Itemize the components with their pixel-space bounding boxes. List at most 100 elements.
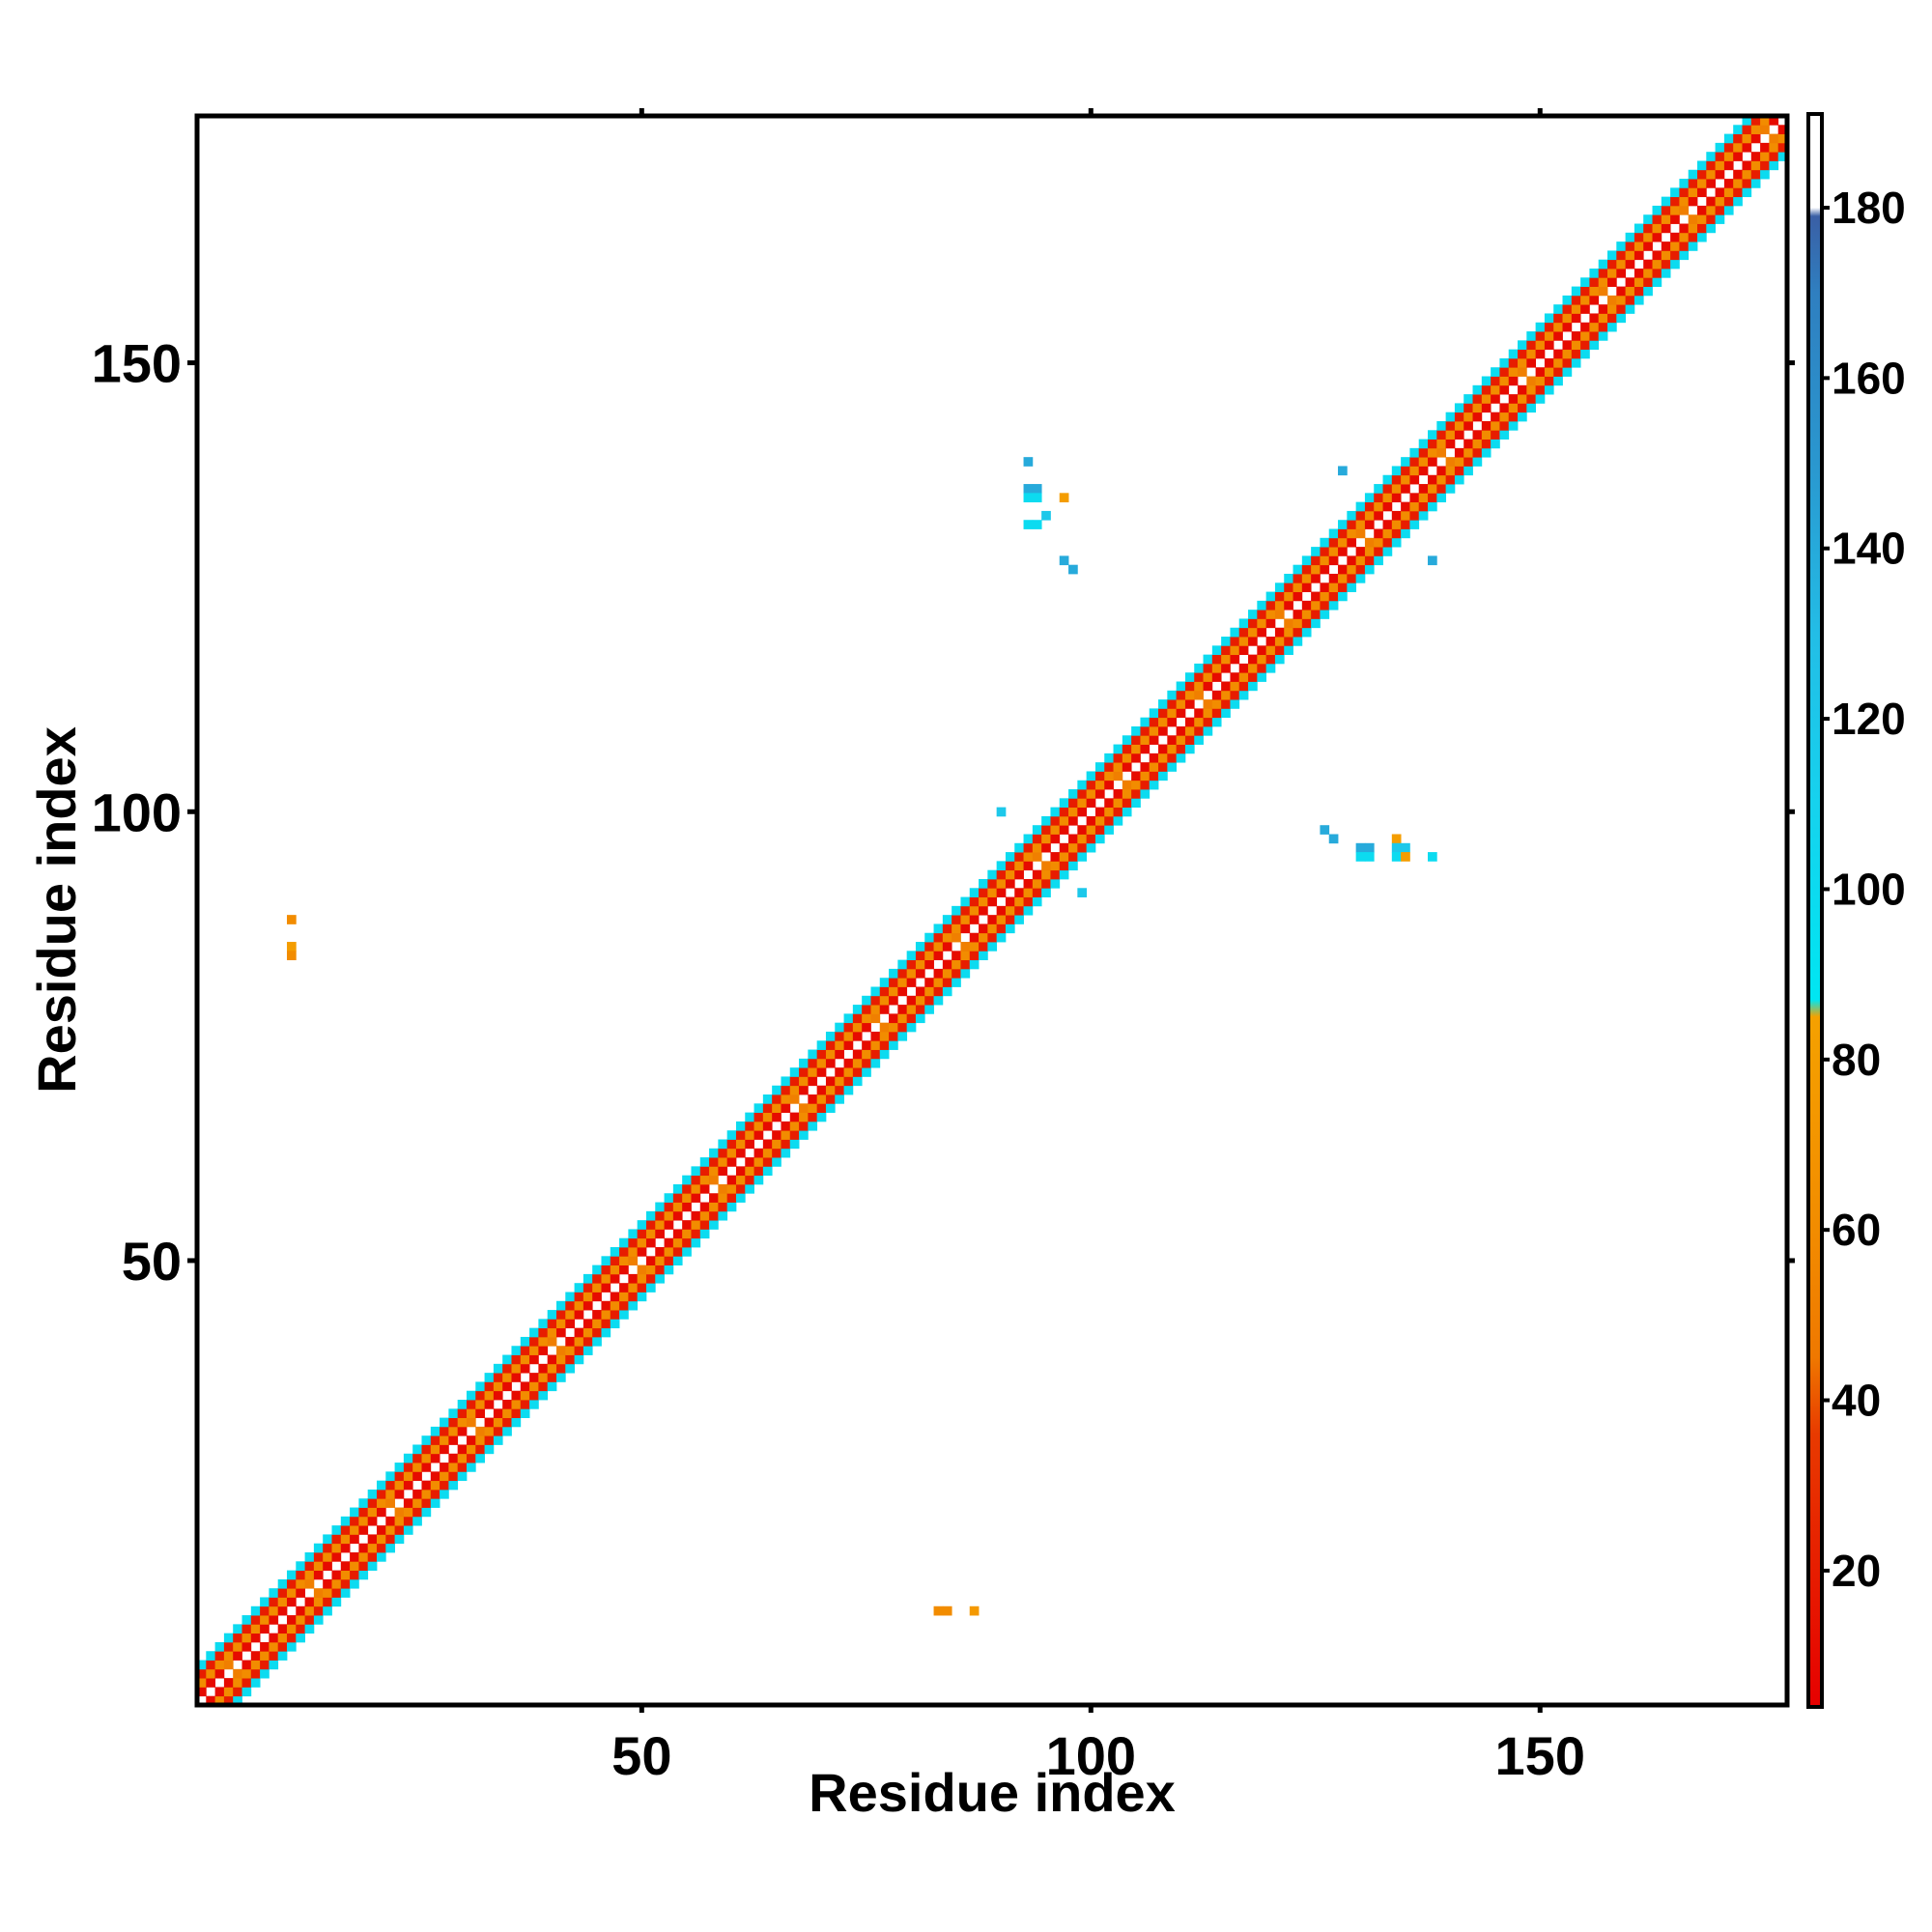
heatmap-cell <box>296 1570 305 1580</box>
heatmap-cell <box>906 978 917 987</box>
heatmap-cell <box>897 986 908 997</box>
heatmap-cell <box>1562 340 1573 351</box>
heatmap-cell <box>762 1094 773 1104</box>
heatmap-cell <box>897 1005 908 1014</box>
heatmap-cell <box>979 896 988 907</box>
heatmap-cell <box>718 1183 728 1194</box>
heatmap-cell <box>1706 223 1717 234</box>
heatmap-cell <box>664 1202 674 1212</box>
heatmap-cell <box>1508 412 1519 422</box>
heatmap-cell <box>1374 537 1383 548</box>
heatmap-cell <box>1194 681 1204 692</box>
heatmap-cell <box>1769 133 1779 144</box>
heatmap-cell <box>206 1678 215 1688</box>
heatmap-cell <box>331 1552 342 1562</box>
heatmap-cell <box>430 1444 440 1455</box>
heatmap-cell <box>835 1094 844 1104</box>
heatmap-cell <box>1068 861 1078 871</box>
heatmap-cell <box>1184 681 1195 692</box>
heatmap-cell <box>223 1678 234 1688</box>
heatmap-cell <box>637 1292 647 1302</box>
heatmap-cell <box>565 1310 575 1320</box>
heatmap-cell <box>1436 466 1447 476</box>
heatmap-cell <box>1077 780 1088 790</box>
heatmap-cell <box>394 1471 405 1482</box>
heatmap-cell <box>350 1507 359 1518</box>
heatmap-cell <box>897 968 908 979</box>
heatmap-cell <box>825 1094 836 1104</box>
heatmap-cell <box>879 1022 890 1033</box>
heatmap-cell <box>709 1166 719 1177</box>
heatmap-cell <box>1571 304 1581 314</box>
heatmap-cell <box>645 1237 656 1248</box>
heatmap-cell <box>1094 815 1105 826</box>
heatmap-cell <box>1293 627 1303 638</box>
heatmap-cell <box>376 1480 386 1491</box>
heatmap-cell <box>1211 663 1222 673</box>
heatmap-cell <box>645 1220 656 1230</box>
heatmap-cell <box>1428 852 1437 862</box>
heatmap-cell <box>1221 654 1231 665</box>
heatmap-cell <box>421 1453 432 1463</box>
heatmap-cell <box>1167 744 1178 754</box>
heatmap-cell <box>1688 214 1698 224</box>
heatmap-cell <box>574 1346 584 1355</box>
heatmap-cell <box>1652 250 1662 261</box>
heatmap-cell <box>1077 888 1088 897</box>
heatmap-cell <box>601 1319 611 1329</box>
heatmap-cell <box>1311 610 1321 619</box>
heatmap-cell <box>1194 735 1204 745</box>
heatmap-cell <box>1518 357 1527 368</box>
heatmap-cell <box>1625 286 1635 297</box>
heatmap-cell <box>1491 394 1500 404</box>
heatmap-cell <box>555 1373 566 1382</box>
heatmap-cell <box>1634 286 1644 297</box>
heatmap-cell <box>1230 699 1240 709</box>
heatmap-cell <box>718 1202 728 1212</box>
heatmap-cell <box>1643 277 1653 287</box>
heatmap-cell <box>1445 439 1456 449</box>
heatmap-cell <box>592 1327 602 1338</box>
heatmap-cell <box>412 1516 422 1526</box>
heatmap-cell <box>529 1354 539 1365</box>
heatmap-cell <box>816 1067 827 1077</box>
heatmap-cell <box>996 869 1007 880</box>
heatmap-cell <box>1463 466 1473 476</box>
heatmap-cell <box>1750 125 1761 134</box>
heatmap-cell <box>1023 834 1034 844</box>
heatmap-cell <box>340 1570 351 1580</box>
heatmap-cell <box>808 1049 818 1060</box>
heatmap-cell <box>1355 842 1366 853</box>
heatmap-cell <box>440 1417 449 1428</box>
heatmap-cell <box>1723 142 1734 153</box>
heatmap-cell <box>1661 250 1671 261</box>
heatmap-cell <box>1203 717 1213 727</box>
heatmap-cell <box>1598 322 1608 332</box>
heatmap-cell <box>1723 179 1734 188</box>
heatmap-cell <box>1508 349 1519 359</box>
heatmap-cell <box>286 1641 297 1652</box>
heatmap-cell <box>250 1668 261 1679</box>
heatmap-cell <box>1508 376 1519 386</box>
heatmap-cell <box>1113 789 1123 799</box>
heatmap-cell <box>1265 654 1276 665</box>
heatmap-cell <box>969 896 980 907</box>
heatmap-cell <box>1723 205 1734 215</box>
heatmap-cell <box>277 1641 288 1652</box>
heatmap-cell <box>1436 420 1447 431</box>
heatmap-cell <box>1203 681 1213 692</box>
heatmap-cell <box>1338 528 1348 539</box>
heatmap-cell <box>269 1588 279 1598</box>
heatmap-cell <box>682 1229 692 1239</box>
heatmap-cell <box>367 1489 378 1499</box>
heatmap-cell <box>1023 520 1034 529</box>
heatmap-cell <box>699 1183 710 1194</box>
heatmap-cell <box>1526 349 1537 359</box>
colorbar-tick-label: 100 <box>1832 864 1906 914</box>
heatmap-cell <box>1409 457 1420 467</box>
heatmap-cell <box>672 1256 683 1265</box>
heatmap-cell <box>233 1687 242 1697</box>
heatmap-cell <box>799 1103 809 1114</box>
heatmap-cell <box>906 1005 917 1014</box>
